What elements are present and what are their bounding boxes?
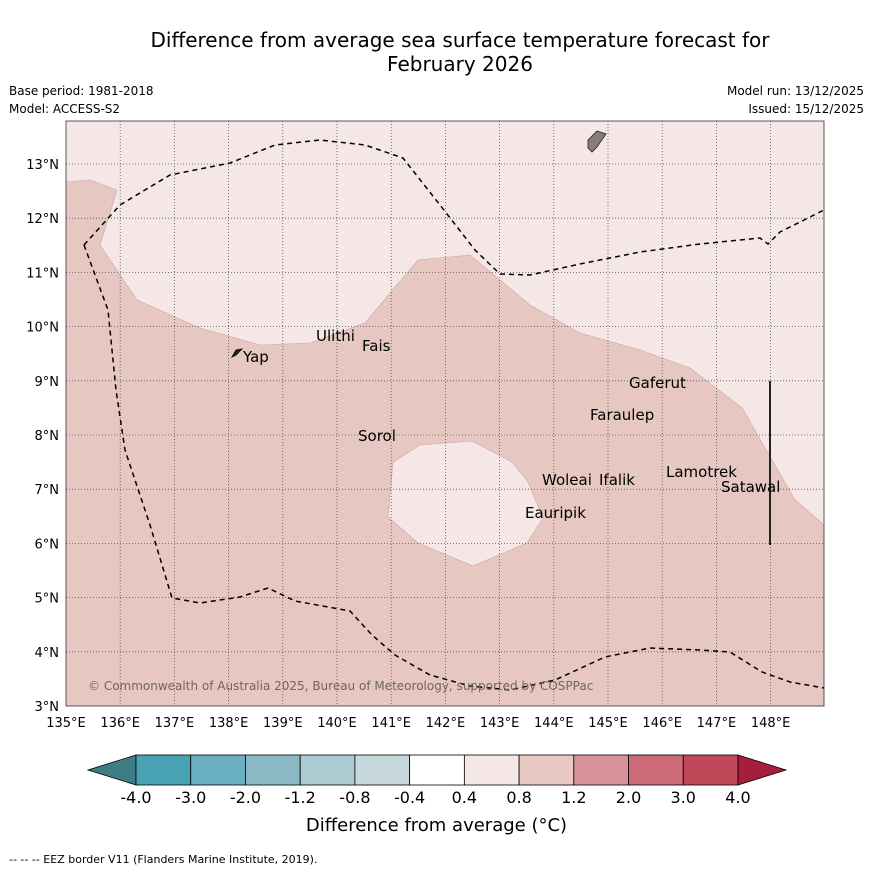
place-eauripik: Eauripik xyxy=(525,504,586,522)
meta-left: Base period: 1981-2018 Model: ACCESS-S2 xyxy=(9,82,154,118)
colorbar-swatch xyxy=(409,754,465,786)
lon-label: 148°E xyxy=(751,716,791,731)
lon-label: 143°E xyxy=(480,716,520,731)
colorbar-tick-label: 4.0 xyxy=(725,788,751,807)
lat-label: 12°N xyxy=(26,212,59,227)
colorbar-swatch xyxy=(299,754,356,786)
lon-label: 146°E xyxy=(642,716,682,731)
colorbar-swatch xyxy=(628,754,684,786)
colorbar-tick-label: -0.8 xyxy=(339,788,371,807)
lat-label: 6°N xyxy=(35,537,60,552)
place-lamotrek: Lamotrek xyxy=(666,463,737,481)
model-name: Model: ACCESS-S2 xyxy=(9,102,121,116)
place-sorol: Sorol xyxy=(358,427,396,445)
colorbar-tick-label: 0.8 xyxy=(506,788,532,807)
lat-label: 7°N xyxy=(35,483,60,498)
title-line-2: February 2026 xyxy=(387,52,533,76)
lon-label: 140°E xyxy=(317,716,357,731)
eez-footnote: -- -- -- EEZ border V11 (Flanders Marine… xyxy=(9,853,318,866)
colorbar-swatch xyxy=(135,754,192,786)
lon-label: 141°E xyxy=(371,716,411,731)
guam-island xyxy=(587,130,607,153)
colorbar-tick-label: -1.2 xyxy=(284,788,316,807)
colorbar-tick-label: -4.0 xyxy=(120,788,152,807)
model-run: Model run: 13/12/2025 xyxy=(726,84,864,98)
lat-label: 11°N xyxy=(26,266,59,281)
lon-label: 135°E xyxy=(46,716,86,731)
issued-date: Issued: 15/12/2025 xyxy=(748,102,864,116)
lat-label: 13°N xyxy=(26,158,59,173)
eez-border-west xyxy=(83,244,825,691)
colorbar-swatch xyxy=(190,754,246,786)
colorbar-tick-label: 1.2 xyxy=(561,788,587,807)
lon-label: 138°E xyxy=(209,716,249,731)
place-faraulep: Faraulep xyxy=(590,406,654,424)
lon-label: 139°E xyxy=(263,716,303,731)
colorbar-tick-label: 2.0 xyxy=(615,788,642,807)
lon-label: 144°E xyxy=(534,716,574,731)
title-line-1: Difference from average sea surface temp… xyxy=(150,28,770,52)
map-frame xyxy=(65,120,825,707)
colorbar-swatch xyxy=(463,754,520,786)
map-title: Difference from average sea surface temp… xyxy=(60,28,860,76)
colorbar-tick-label: -2.0 xyxy=(229,788,262,807)
base-period: Base period: 1981-2018 xyxy=(9,84,154,98)
colorbar-swatch xyxy=(354,754,411,786)
place-fais: Fais xyxy=(362,337,391,355)
lat-label: 10°N xyxy=(26,321,59,336)
colorbar xyxy=(86,754,788,786)
meta-right: Model run: 13/12/2025 Issued: 15/12/2025 xyxy=(727,82,864,118)
lon-label: 137°E xyxy=(155,716,195,731)
lon-label: 145°E xyxy=(588,716,628,731)
colorbar-tick-label: 0.4 xyxy=(451,788,478,807)
colorbar-tick-label: -3.0 xyxy=(175,788,207,807)
place-ifalik: Ifalik xyxy=(599,471,635,489)
place-woleai: Woleai xyxy=(542,471,592,489)
lon-axis: 135°E 136°E 137°E 138°E 139°E 140°E 141°E 142°E… xyxy=(46,716,790,731)
lat-label: 9°N xyxy=(35,375,60,390)
colorbar-arrow-high xyxy=(737,754,788,786)
yap-island xyxy=(230,348,244,358)
place-ulithi: Ulithi xyxy=(316,327,355,345)
lon-label: 147°E xyxy=(697,716,737,731)
colorbar-tick-label: 3.0 xyxy=(670,788,696,807)
colorbar-title: Difference from average (°C) xyxy=(305,815,568,836)
eez-border xyxy=(83,139,825,276)
lat-label: 8°N xyxy=(35,429,60,444)
grid xyxy=(66,121,824,706)
lat-label: 4°N xyxy=(35,646,60,661)
lon-label: 142°E xyxy=(426,716,466,731)
place-satawal: Satawal xyxy=(721,478,780,496)
lon-label: 136°E xyxy=(100,716,140,731)
place-gaferut: Gaferut xyxy=(629,374,686,392)
place-yap: Yap xyxy=(242,348,269,366)
colorbar-swatch xyxy=(573,754,629,786)
copyright: © Commonwealth of Australia 2025, Bureau… xyxy=(88,679,593,693)
colorbar-tick-label: -0.4 xyxy=(394,788,426,807)
colorbar-swatch xyxy=(682,754,739,786)
colorbar-swatch xyxy=(518,754,575,786)
lat-label: 5°N xyxy=(35,592,60,607)
lat-axis: 3°N 4°N 5°N 6°N 7°N 8°N 9°N 10°N 11°N 12°N 13°N xyxy=(26,158,59,715)
colorbar-swatch xyxy=(245,754,301,786)
lat-label: 3°N xyxy=(35,700,60,715)
anomaly-hole xyxy=(387,440,544,567)
colorbar-arrow-low xyxy=(86,754,137,786)
